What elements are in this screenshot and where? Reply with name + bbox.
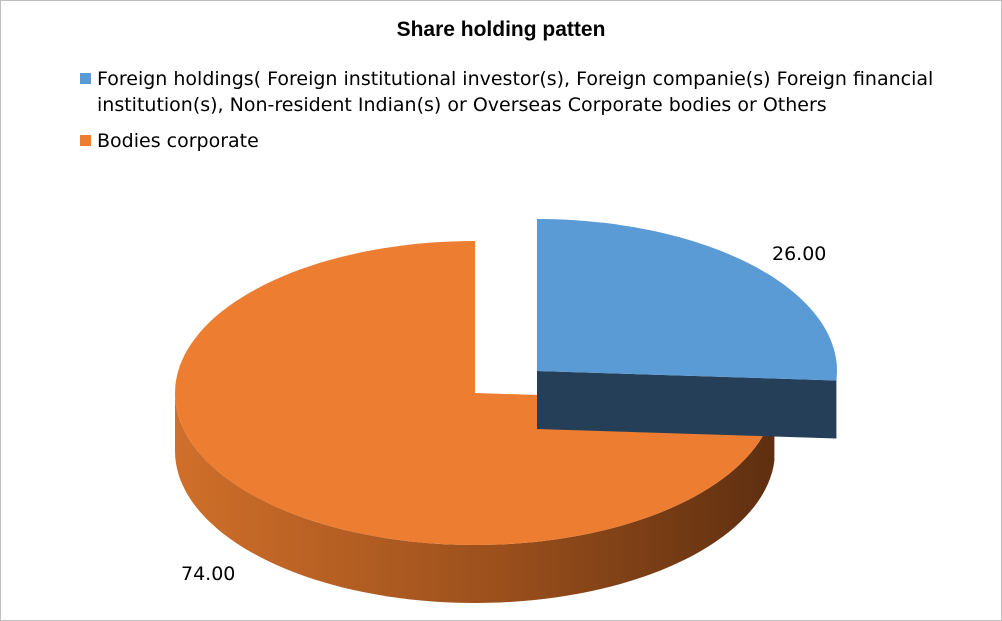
pie-slice-0: [537, 219, 837, 381]
legend-label-bodies-corporate: Bodies corporate: [97, 130, 259, 152]
legend-item-foreign-holdings: Foreign holdings( Foreign institutional …: [80, 66, 950, 118]
legend-item-bodies-corporate: Bodies corporate: [80, 128, 950, 154]
data-label-foreign-holdings: 26.00: [772, 243, 826, 265]
legend-label-foreign-holdings: Foreign holdings( Foreign institutional …: [97, 68, 934, 116]
chart-title: Share holding patten: [396, 18, 606, 41]
data-label-bodies-corporate: 74.00: [181, 563, 235, 585]
legend: Foreign holdings( Foreign institutional …: [80, 66, 950, 164]
legend-swatch-foreign-holdings: [80, 73, 91, 84]
pie-slice-side-0: [537, 371, 837, 439]
legend-swatch-bodies-corporate: [80, 135, 91, 146]
pie-layer: [175, 219, 837, 603]
pie-slice-1: [175, 241, 775, 545]
pie-slice-side-1: [175, 393, 775, 603]
